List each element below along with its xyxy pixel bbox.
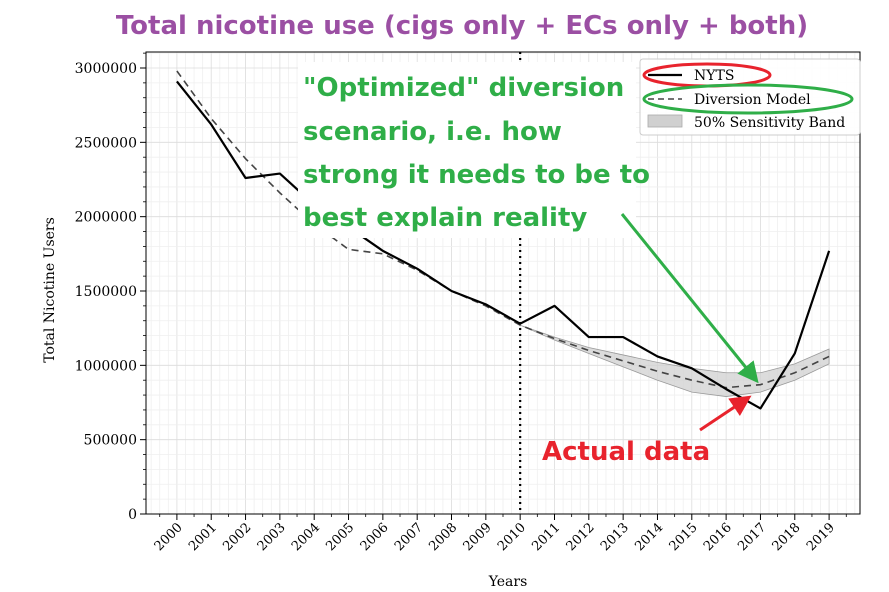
green-arrow	[620, 213, 759, 384]
x-tick-label: 2009	[461, 520, 495, 554]
x-tick-label: 2008	[426, 520, 460, 554]
x-tick-label: 2018	[770, 520, 804, 554]
legend-box	[639, 58, 861, 136]
x-tick-label: 2016	[701, 520, 735, 554]
series-line-nyts	[176, 80, 831, 410]
y-tick-label: 1500000	[75, 284, 137, 300]
red-arrow	[699, 395, 752, 432]
annotation-line-1: "Optimized" diversion	[303, 73, 624, 103]
actual-data-label: Actual data	[542, 437, 710, 467]
series-lines	[176, 70, 831, 410]
legend-band-label: 50% Sensitivity Band	[694, 115, 845, 131]
chart-title: Total nicotine use (cigs only + ECs only…	[116, 11, 808, 41]
x-tick-label: 2017	[735, 520, 769, 554]
legend-band-swatch	[647, 114, 683, 128]
y-tick-label: 500000	[84, 433, 137, 449]
x-tick-label: 2014	[632, 520, 666, 554]
annotation-box	[298, 62, 636, 238]
x-tick-label: 2007	[392, 520, 426, 554]
y-tick-label: 0	[128, 507, 137, 523]
y-axis-label: Total Nicotine Users	[42, 217, 58, 363]
legend-model-highlight	[642, 83, 854, 115]
x-tick-label: 2002	[220, 520, 254, 554]
x-tick-label: 2006	[358, 520, 392, 554]
legend-nyts-label: NYTS	[694, 68, 734, 84]
y-tick-label: 1000000	[75, 358, 137, 374]
x-tick-label: 2013	[598, 520, 632, 554]
x-tick-label: 2001	[186, 520, 220, 554]
x-tick-label: 2003	[255, 520, 289, 554]
x-tick-label: 2015	[667, 520, 701, 554]
x-tick-label: 2012	[564, 520, 598, 554]
annotation-line-4: best explain reality	[303, 203, 587, 233]
x-tick-label: 2004	[289, 520, 323, 554]
x-tick-label: 2005	[323, 520, 357, 554]
y-tick-label: 2000000	[75, 210, 137, 226]
legend-model-label: Diversion Model	[694, 92, 811, 108]
legend: NYTS Diversion Model 50% Sensitivity Ban…	[639, 58, 861, 136]
x-tick-label: 2000	[152, 520, 186, 554]
x-axis-label: Years	[488, 574, 528, 590]
x-tick-label: 2010	[495, 520, 529, 554]
annotation-line-2: scenario, i.e. how	[303, 117, 562, 147]
y-tick-label: 3000000	[75, 61, 137, 77]
x-tick-label: 2011	[529, 520, 563, 554]
annotation-line-3: strong it needs to be to	[303, 160, 650, 190]
y-tick-label: 2500000	[75, 135, 137, 151]
x-tick-label: 2019	[804, 520, 838, 554]
